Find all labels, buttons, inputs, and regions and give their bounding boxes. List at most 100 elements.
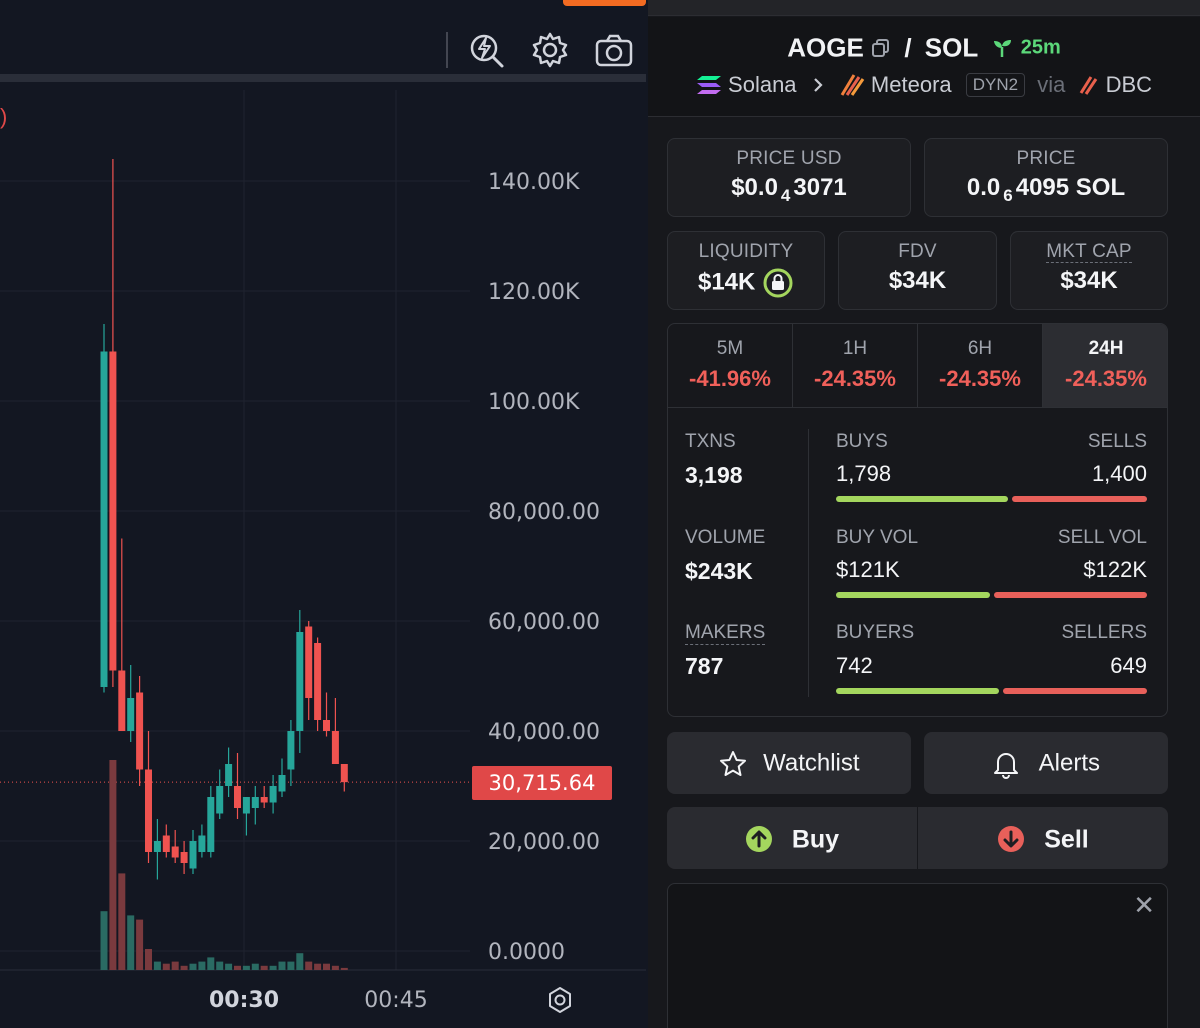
sells-bar: [1012, 496, 1147, 502]
volume-bar: [216, 961, 224, 970]
period-tab-5m[interactable]: 5M -41.96%: [668, 324, 793, 408]
sell-button[interactable]: Sell: [918, 807, 1168, 869]
volume-bar: [207, 957, 215, 970]
volume-bar: [331, 965, 339, 970]
watchlist-label: Watchlist: [763, 749, 860, 777]
chain-link[interactable]: Solana: [728, 72, 797, 98]
y-axis-label: 60,000.00: [488, 610, 600, 635]
candle-body: [340, 764, 348, 783]
dex-link[interactable]: Meteora: [870, 72, 952, 98]
period-label: 6H: [967, 338, 993, 359]
period-tab-1h[interactable]: 1H -24.35%: [793, 324, 918, 408]
volume-bar: [136, 919, 144, 970]
time-axis-settings-icon[interactable]: [545, 985, 575, 1015]
arrow-up-circle-icon: [745, 826, 772, 853]
x-axis-label: 00:45: [364, 988, 427, 1013]
volume-bar: [278, 961, 286, 970]
volume-bar: [340, 967, 348, 970]
candle-body: [278, 775, 286, 792]
legend-fragment: ): [0, 104, 8, 129]
watchlist-button[interactable]: Watchlist: [667, 732, 911, 794]
volume-bar: [153, 961, 161, 970]
buys-label: BUYS: [836, 431, 888, 452]
quick-search-icon[interactable]: [466, 30, 506, 70]
price-native-label: PRICE: [1016, 148, 1076, 169]
candle-body: [153, 841, 161, 852]
lock-icon[interactable]: [762, 267, 794, 299]
liquidity-value: $14K: [668, 267, 824, 299]
period-change: -24.35%: [939, 366, 1021, 391]
alerts-button[interactable]: Alerts: [924, 732, 1168, 794]
market-cap-label: MKT CAP: [1046, 241, 1132, 263]
volume-label: VOLUME: [685, 527, 766, 548]
y-axis-label: 40,000.00: [488, 720, 600, 745]
x-axis-label: 00:30: [209, 988, 279, 1013]
makers-label: MAKERS: [685, 622, 766, 645]
chart-toolbar: [0, 0, 646, 82]
fdv-box: FDV $34K: [838, 231, 997, 310]
buys-value: 1,798: [836, 461, 892, 486]
launchpad-link[interactable]: DBC: [1105, 72, 1153, 98]
embedded-widget-box: ✕: [667, 883, 1168, 1028]
candle-body: [242, 797, 250, 814]
candle-body: [331, 731, 339, 764]
volume-bar: [109, 760, 117, 970]
price-usd-box: PRICE USD $0.0 4 3071: [667, 138, 911, 217]
screenshot-camera-icon[interactable]: [594, 30, 634, 70]
candle-body: [269, 786, 277, 803]
sellers-bar: [1003, 688, 1147, 694]
via-text: via: [1037, 72, 1066, 98]
pair-header: AOGE / SOL 25m Solana: [648, 17, 1200, 117]
candlestick-chart[interactable]: 140.00K 120.00K 100.00K 80,000.00 60,000.00 4…: [0, 0, 646, 1028]
pair-separator: /: [904, 32, 912, 63]
volume-bar: [251, 963, 259, 970]
candle-body: [171, 846, 179, 858]
alerts-label: Alerts: [1038, 749, 1101, 777]
period-tab-24h[interactable]: 24H -24.35%: [1043, 324, 1167, 408]
volume-bar: [234, 965, 241, 970]
volume-bar: [145, 949, 152, 970]
price-chart[interactable]: 140.00K 120.00K 100.00K 80,000.00 60,000.00 4…: [0, 0, 646, 1028]
period-change: -24.35%: [1065, 366, 1147, 391]
candle-body: [180, 852, 188, 863]
candle-body: [136, 692, 144, 770]
sell-vol-value: $122K: [1083, 557, 1147, 582]
buy-vol-value: $121K: [836, 557, 900, 582]
buys-bar: [836, 496, 1008, 502]
txns-value: 3,198: [685, 462, 743, 488]
settings-gear-icon[interactable]: [530, 30, 570, 70]
close-icon[interactable]: ✕: [1133, 890, 1155, 920]
period-tab-6h[interactable]: 6H -24.35%: [918, 324, 1043, 408]
candle-body: [162, 835, 170, 852]
price-usd-label: PRICE USD: [736, 148, 842, 169]
candle-body: [305, 626, 313, 698]
market-cap-value: $34K: [1060, 267, 1118, 294]
period-label: 24H: [1088, 338, 1124, 359]
volume-bar: [171, 961, 179, 970]
active-tab-indicator: [563, 0, 646, 6]
candle-body: [260, 797, 268, 803]
market-cap-box: MKT CAP $34K: [1010, 231, 1168, 310]
buy-vol-bar: [836, 592, 990, 598]
sells-value: 1,400: [1091, 461, 1147, 486]
period-label: 1H: [842, 338, 868, 359]
buy-vol-label: BUY VOL: [836, 527, 919, 548]
txns-label: TXNS: [685, 431, 736, 452]
period-label: 5M: [716, 338, 744, 359]
meteora-icon: [840, 74, 865, 97]
buy-button[interactable]: Buy: [667, 807, 917, 869]
buy-sell-bar: Buy Sell: [667, 807, 1168, 869]
buyers-value: 742: [836, 653, 873, 678]
sellers-label: SELLERS: [1061, 622, 1147, 643]
copy-icon[interactable]: [871, 38, 891, 58]
candle-body: [118, 670, 126, 731]
period-change: -24.35%: [814, 366, 896, 391]
solana-icon: [696, 76, 721, 95]
y-axis-label: 100.00K: [488, 390, 580, 415]
bell-icon: [993, 752, 1018, 779]
volume-bar: [269, 965, 277, 970]
candle-body: [251, 797, 259, 808]
sell-vol-bar: [994, 592, 1147, 598]
buy-label: Buy: [791, 825, 840, 854]
arrow-down-circle-icon: [998, 826, 1025, 853]
